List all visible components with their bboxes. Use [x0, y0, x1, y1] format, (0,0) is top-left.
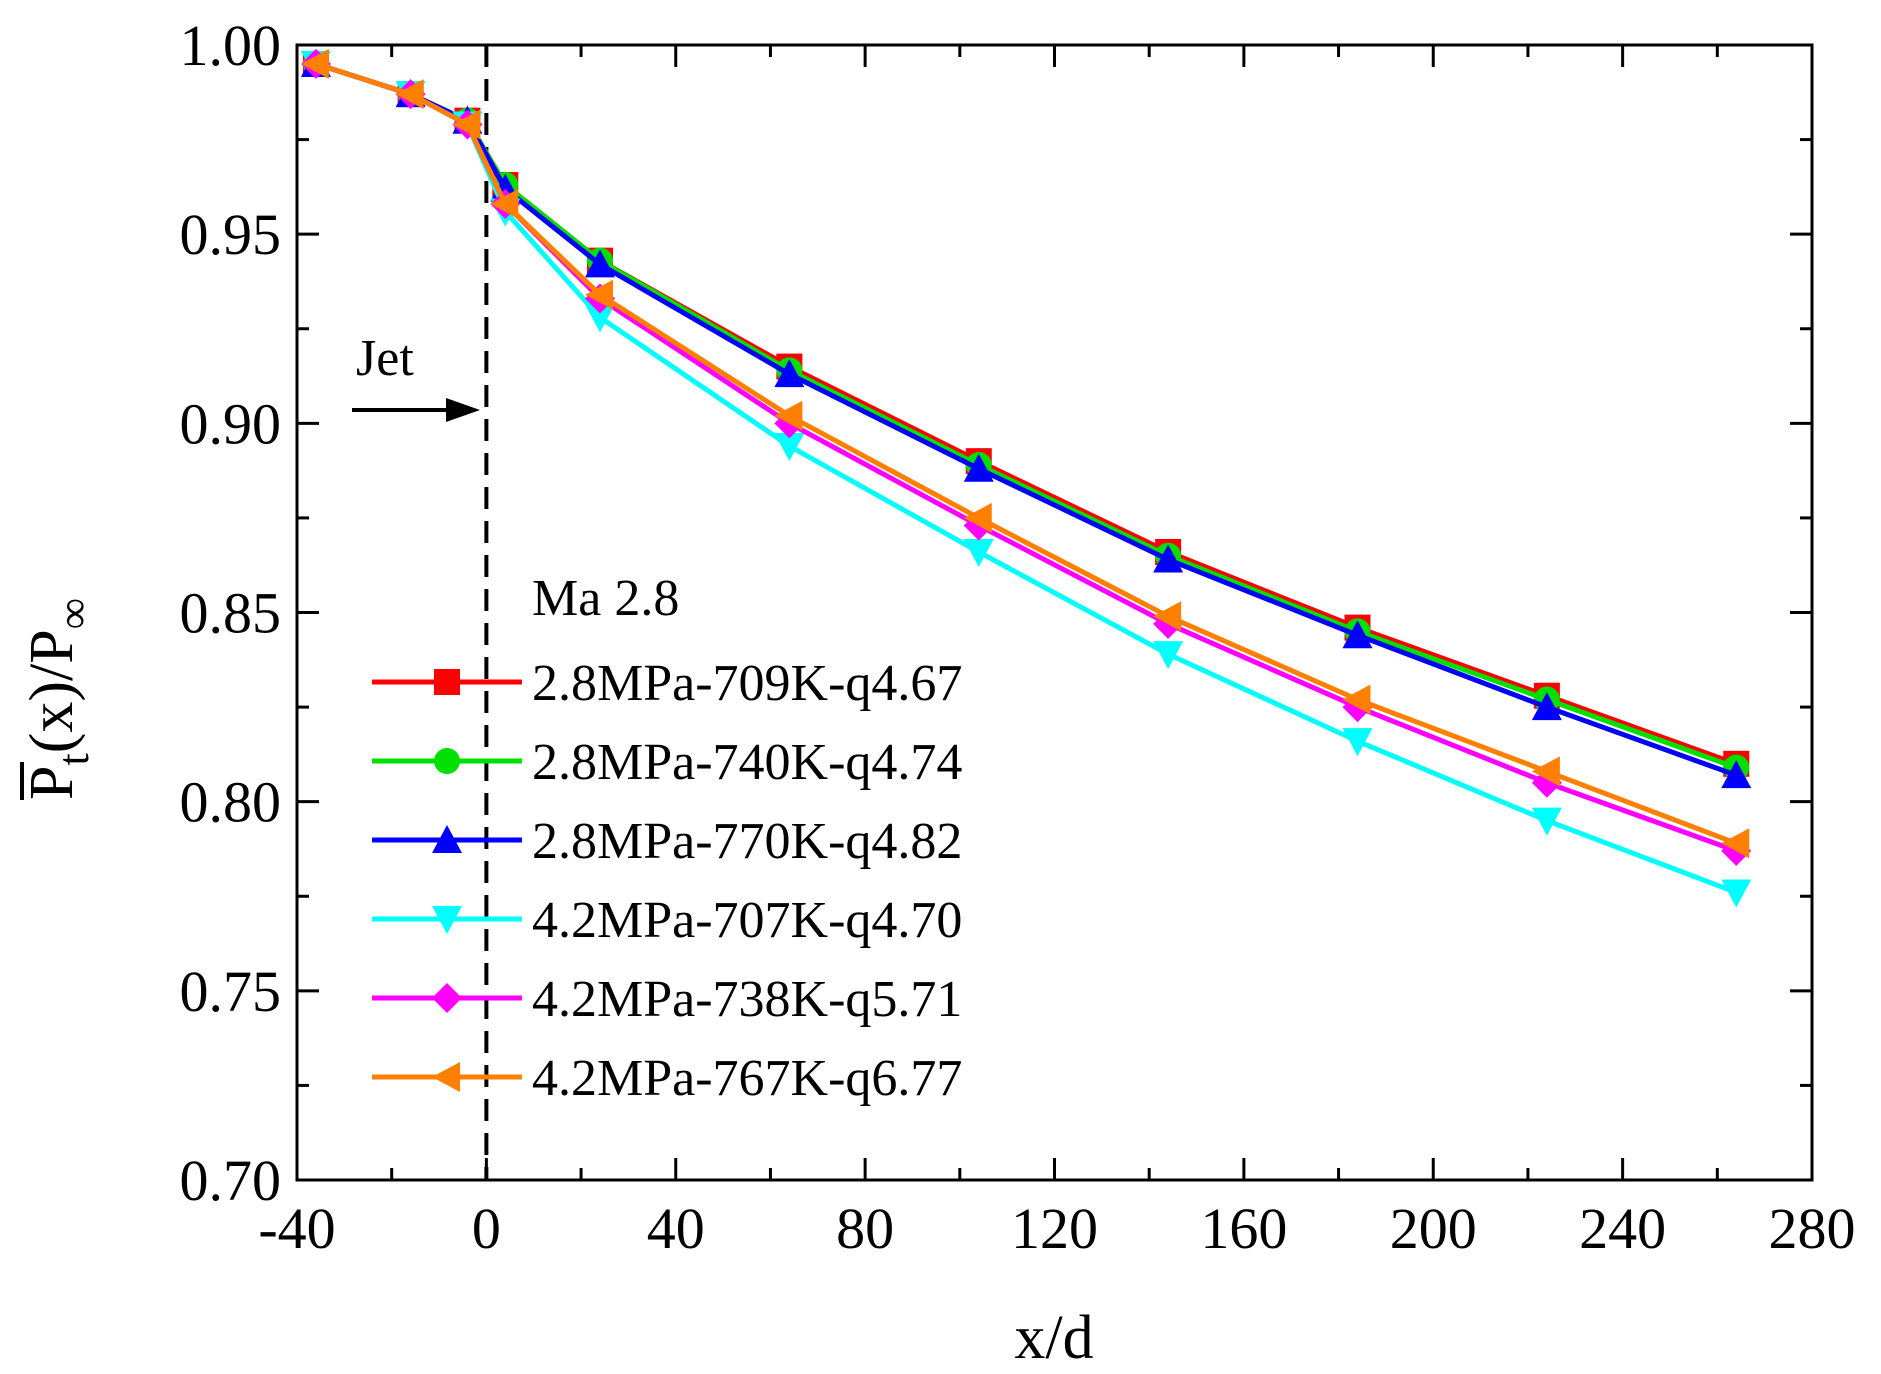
data-point: [585, 304, 615, 333]
data-point: [1153, 641, 1184, 670]
y-tick-label: 1.00: [180, 13, 282, 78]
data-point: [1531, 692, 1562, 721]
series-line: [315, 61, 1738, 770]
data-point: [395, 79, 424, 110]
legend-label: 4.2MPa-738K-q5.71: [532, 971, 962, 1028]
legend-swatch-marker: [434, 748, 460, 774]
data-point: [1721, 760, 1752, 789]
x-axis-title: x/d: [1014, 1304, 1093, 1372]
legend-label: 2.8MPa-770K-q4.82: [532, 813, 962, 870]
data-point: [300, 48, 329, 79]
series-line: [315, 61, 1738, 767]
series-1: [302, 50, 1750, 777]
data-point: [963, 538, 994, 567]
x-tick-label: 280: [1769, 1196, 1856, 1261]
legend-item: 2.8MPa-740K-q4.74: [372, 734, 962, 791]
y-tick-label: 0.70: [180, 1148, 282, 1213]
jet-label: Jet: [356, 330, 414, 387]
legend-label: 4.2MPa-707K-q4.70: [532, 892, 962, 949]
data-point: [1342, 620, 1373, 649]
legend-label: 4.2MPa-767K-q6.77: [532, 1050, 962, 1107]
y-tick-label: 0.95: [180, 202, 282, 267]
x-tick-label: -40: [258, 1196, 335, 1261]
series-line: [315, 61, 1738, 895]
legend-item: 4.2MPa-767K-q6.77: [372, 1050, 962, 1107]
legend-swatch-marker: [432, 983, 462, 1013]
data-point: [585, 249, 615, 278]
x-tick-label: 200: [1390, 1196, 1477, 1261]
legend-swatch-marker: [432, 825, 462, 853]
legend-item: 4.2MPa-738K-q5.71: [372, 971, 962, 1028]
data-point: [1153, 544, 1184, 573]
series-5: [300, 48, 1752, 866]
x-tick-label: 40: [647, 1196, 705, 1261]
jet-arrow-head: [446, 398, 480, 422]
legend-swatch-marker: [432, 1062, 460, 1092]
data-point: [774, 400, 803, 431]
legend-swatch-marker: [432, 906, 462, 934]
legend-label: 2.8MPa-740K-q4.74: [532, 734, 962, 791]
plot-frame: [295, 43, 1814, 1182]
data-point: [774, 359, 805, 388]
x-tick-label: 80: [836, 1196, 894, 1261]
y-tick-label: 0.80: [180, 770, 282, 835]
data-point: [1721, 828, 1750, 859]
y-tick-label: 0.75: [180, 959, 282, 1024]
legend-title: Ma 2.8: [532, 570, 679, 627]
series-line: [315, 61, 1738, 778]
series-2: [302, 50, 1750, 781]
x-tick-label: 120: [1011, 1196, 1098, 1261]
data-point: [1721, 879, 1752, 908]
data-point: [1153, 601, 1182, 632]
data-point: [452, 109, 481, 140]
data-point: [963, 453, 994, 482]
data-point: [1531, 807, 1562, 836]
data-point: [963, 502, 992, 533]
tick-labels: -40 0 40 80 120 160 200 240 280 0.70 0.75 0.80 0.85 0…: [180, 13, 1856, 1261]
x-tick-label: 240: [1579, 1196, 1666, 1261]
axis-ticks: [295, 43, 1814, 1182]
data-point: [1531, 756, 1560, 787]
data-point: [585, 279, 613, 310]
legend-item: 2.8MPa-770K-q4.82: [372, 813, 962, 870]
series-line: [315, 61, 1738, 846]
y-axis-title-text: Pt(x)/P∞: [18, 598, 98, 800]
data-point: [1342, 728, 1373, 757]
y-tick-label: 0.85: [180, 581, 282, 646]
legend-item: 2.8MPa-709K-q4.67: [372, 655, 962, 712]
data-point: [490, 188, 519, 219]
series-group: [300, 48, 1752, 908]
series-6: [300, 48, 1750, 859]
y-axis-title: Pt(x)/P∞: [18, 598, 98, 800]
legend-label: 2.8MPa-709K-q4.67: [532, 655, 962, 712]
data-point: [774, 433, 805, 462]
x-tick-label: 0: [472, 1196, 501, 1261]
legend-swatch-marker: [434, 669, 460, 695]
series-3: [300, 48, 1752, 789]
legend: Ma 2.8 2.8MPa-709K-q4.67 2.8MPa-740K-q4.74…: [372, 570, 962, 1107]
series-line: [315, 61, 1738, 854]
y-tick-label: 0.90: [180, 391, 282, 456]
x-tick-label: 160: [1200, 1196, 1287, 1261]
legend-item: 4.2MPa-707K-q4.70: [372, 892, 962, 949]
data-point: [1342, 684, 1371, 715]
